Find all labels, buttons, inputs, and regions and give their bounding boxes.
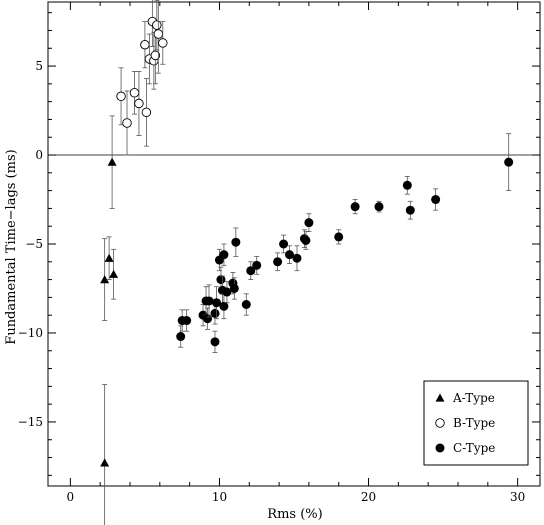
c-type-point bbox=[273, 257, 283, 267]
c-type-point bbox=[219, 301, 229, 311]
c-type-point bbox=[204, 296, 214, 306]
a-type-point bbox=[100, 275, 110, 284]
c-type-point bbox=[241, 300, 251, 309]
c-type-point bbox=[229, 283, 239, 293]
c-type-point bbox=[222, 287, 232, 297]
a-type-point bbox=[107, 157, 117, 166]
b-type-point bbox=[153, 29, 164, 39]
b-type-point bbox=[140, 39, 150, 50]
legend-label: C-Type bbox=[453, 441, 495, 455]
c-type-point bbox=[301, 235, 311, 245]
x-tick-label: 10 bbox=[212, 490, 227, 504]
c-type-point bbox=[246, 266, 256, 276]
y-tick-label: −10 bbox=[18, 326, 43, 340]
c-type-point bbox=[176, 332, 186, 342]
b-type-point bbox=[150, 50, 161, 61]
c-type-point bbox=[334, 232, 344, 242]
c-type-point bbox=[216, 275, 226, 285]
b-type-point bbox=[141, 107, 152, 118]
legend: A-Type B-Type C-Type bbox=[423, 380, 529, 466]
c-type-point bbox=[203, 314, 213, 324]
c-type-point bbox=[405, 205, 415, 215]
c-type-point bbox=[210, 308, 220, 318]
data-points bbox=[100, 0, 514, 525]
c-type-point bbox=[210, 337, 220, 347]
y-tick-label: −15 bbox=[18, 415, 43, 429]
x-axis-label: Rms (%) bbox=[267, 507, 322, 522]
legend-marker-c-type bbox=[435, 443, 445, 453]
legend-marker-b-type bbox=[435, 418, 445, 428]
c-type-point bbox=[374, 202, 384, 212]
c-type-point bbox=[292, 253, 302, 263]
c-type-point bbox=[279, 239, 289, 249]
axis-ticks bbox=[48, 2, 540, 486]
c-type-point bbox=[402, 180, 412, 190]
c-type-point bbox=[211, 298, 221, 308]
legend-marker-a-type bbox=[435, 393, 445, 402]
y-axis-label: Fundamental Time−lags (ms) bbox=[4, 149, 19, 344]
b-type-point bbox=[116, 91, 126, 102]
c-type-point bbox=[304, 218, 314, 228]
legend-items: A-Type B-Type C-Type bbox=[435, 391, 495, 455]
a-type-point bbox=[109, 269, 119, 278]
c-type-point bbox=[182, 316, 192, 326]
b-type-point bbox=[134, 98, 144, 109]
a-type-point bbox=[100, 458, 110, 467]
b-type-point bbox=[152, 20, 162, 30]
b-type-point bbox=[158, 38, 168, 48]
x-tick-label: 20 bbox=[361, 490, 376, 504]
c-type-point bbox=[431, 195, 441, 205]
c-type-point bbox=[504, 157, 514, 167]
legend-label: B-Type bbox=[453, 416, 495, 430]
tick-labels: 0 10 20 30 −15 −10 −5 0 5 bbox=[18, 59, 526, 504]
y-tick-label: 5 bbox=[35, 59, 43, 73]
c-type-point bbox=[285, 250, 295, 260]
legend-label: A-Type bbox=[452, 391, 495, 405]
a-type-point bbox=[104, 253, 114, 262]
x-tick-label: 30 bbox=[510, 490, 525, 504]
y-tick-label: −5 bbox=[25, 237, 43, 251]
c-type-point bbox=[219, 250, 229, 260]
c-type-point bbox=[252, 260, 262, 270]
y-tick-label: 0 bbox=[35, 148, 43, 162]
c-type-point bbox=[350, 202, 360, 212]
b-type-point bbox=[122, 118, 132, 128]
x-tick-label: 0 bbox=[67, 490, 75, 504]
c-type-point bbox=[231, 237, 241, 247]
b-type-point bbox=[129, 87, 140, 98]
